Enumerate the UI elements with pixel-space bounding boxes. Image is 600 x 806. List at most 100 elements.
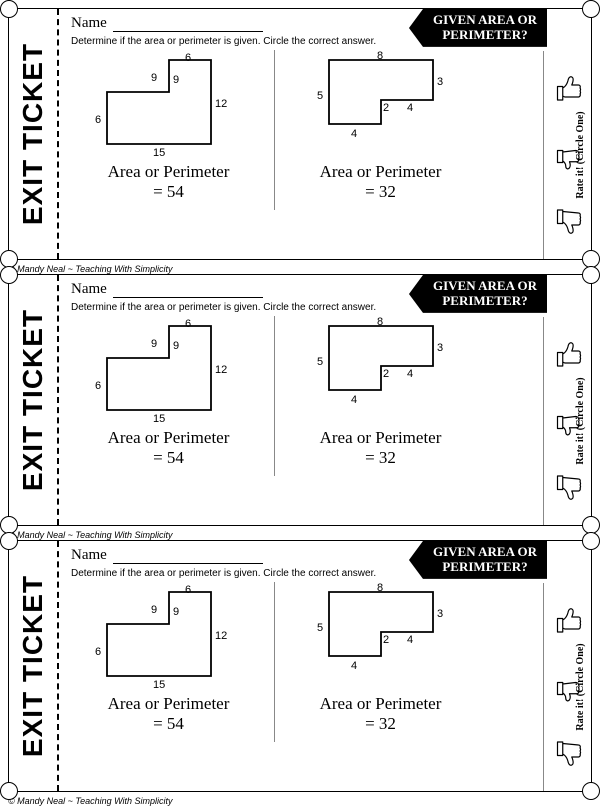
dim-label: 3 bbox=[437, 76, 443, 88]
shape-container: 69912615 bbox=[71, 316, 266, 426]
rate-label: Rate it! (Circle One) bbox=[575, 111, 586, 198]
dim-label: 6 bbox=[185, 584, 191, 596]
thumbs-down-icon[interactable] bbox=[553, 468, 583, 508]
problem-2: 835244 Area or Perimeter = 32 bbox=[283, 50, 478, 210]
answer-text[interactable]: Area or Perimeter = 32 bbox=[283, 162, 478, 203]
name-input-line[interactable] bbox=[113, 284, 263, 298]
dim-label: 9 bbox=[151, 338, 157, 350]
banner-line: GIVEN AREA OR bbox=[433, 545, 537, 560]
rate-label: Rate it! (Circle One) bbox=[575, 377, 586, 464]
dim-label: 4 bbox=[407, 368, 413, 380]
banner-line: PERIMETER? bbox=[433, 28, 537, 43]
dim-label: 6 bbox=[95, 646, 101, 658]
dim-label: 9 bbox=[173, 74, 179, 86]
ticket-main: GIVEN AREA OR PERIMETER? Name Determine … bbox=[59, 275, 591, 525]
shape-container: 69912615 bbox=[71, 50, 266, 160]
dim-label: 5 bbox=[317, 622, 323, 634]
answer-line: Area or Perimeter bbox=[283, 694, 478, 714]
name-input-line[interactable] bbox=[113, 550, 263, 564]
ticket-main: GIVEN AREA OR PERIMETER? Name Determine … bbox=[59, 541, 591, 791]
ticket-main: GIVEN AREA OR PERIMETER? Name Determine … bbox=[59, 9, 591, 259]
problem-divider bbox=[274, 582, 275, 742]
dim-label: 5 bbox=[317, 356, 323, 368]
problem-2: 835244 Area or Perimeter = 32 bbox=[283, 582, 478, 742]
problem-divider bbox=[274, 50, 275, 210]
shape-container: 8 3 5 2 4 4 bbox=[283, 316, 478, 426]
dim-label: 9 bbox=[151, 72, 157, 84]
thumbs-up-icon[interactable] bbox=[553, 334, 583, 374]
answer-line: Area or Perimeter bbox=[71, 694, 266, 714]
stub-title: EXIT TICKET bbox=[17, 43, 49, 225]
copyright: © Mandy Neal ~ Teaching With Simplicity bbox=[8, 796, 592, 806]
problems-row: 69912615 Area or Perimeter = 54 835244 A… bbox=[71, 316, 591, 476]
dim-label: 15 bbox=[153, 679, 165, 691]
exit-ticket: EXIT TICKET GIVEN AREA OR PERIMETER? Nam… bbox=[8, 540, 592, 792]
exit-ticket: EXIT TICKET GIVEN AREA OR PERIMETER? Nam… bbox=[8, 8, 592, 260]
problem-1: 69912615 Area or Perimeter = 54 bbox=[71, 316, 266, 476]
thumbs-down-icon[interactable] bbox=[553, 202, 583, 242]
dim-label: 3 bbox=[437, 342, 443, 354]
dim-label: 4 bbox=[351, 394, 357, 406]
dim-label: 5 bbox=[317, 90, 323, 102]
dim-label: 9 bbox=[173, 340, 179, 352]
dim-label: 6 bbox=[95, 114, 101, 126]
answer-line: Area or Perimeter bbox=[71, 428, 266, 448]
thumbs-down-icon[interactable] bbox=[553, 734, 583, 774]
dim-label: 2 bbox=[383, 634, 389, 646]
problem-1: 69912615 Area or Perimeter = 54 bbox=[71, 50, 266, 210]
problem-1: 69912615 Area or Perimeter = 54 bbox=[71, 582, 266, 742]
instructions: Determine if the area or perimeter is gi… bbox=[71, 302, 411, 314]
dim-label: 4 bbox=[351, 660, 357, 672]
answer-line: = 54 bbox=[71, 448, 266, 468]
dim-label: 3 bbox=[437, 608, 443, 620]
rate-column: Rate it! (Circle One) bbox=[543, 51, 591, 259]
answer-line: Area or Perimeter bbox=[283, 162, 478, 182]
dim-label: 12 bbox=[215, 364, 227, 376]
dim-label: 9 bbox=[151, 604, 157, 616]
answer-line: Area or Perimeter bbox=[283, 428, 478, 448]
name-label: Name bbox=[71, 547, 107, 564]
shape-container: 835244 bbox=[283, 50, 478, 160]
dim-label: 12 bbox=[215, 630, 227, 642]
problem-divider bbox=[274, 316, 275, 476]
answer-text[interactable]: Area or Perimeter = 54 bbox=[71, 162, 266, 203]
problems-row: 69912615 Area or Perimeter = 54 835244 A… bbox=[71, 582, 591, 742]
thumbs-up-icon[interactable] bbox=[553, 68, 583, 108]
rate-column: Rate it! (Circle One) bbox=[543, 317, 591, 525]
banner-line: GIVEN AREA OR bbox=[433, 13, 537, 28]
name-input-line[interactable] bbox=[113, 18, 263, 32]
dim-label: 8 bbox=[377, 582, 383, 594]
answer-line: = 54 bbox=[71, 714, 266, 734]
ticket-stub: EXIT TICKET bbox=[9, 541, 59, 791]
ticket-stub: EXIT TICKET bbox=[9, 9, 59, 259]
answer-text[interactable]: Area or Perimeter = 32 bbox=[283, 694, 478, 735]
dim-label: 2 bbox=[383, 102, 389, 114]
problem-2: 8 3 5 2 4 4 Area or Perimeter = 32 bbox=[283, 316, 478, 476]
shape-container: 69912615 bbox=[71, 582, 266, 692]
answer-text[interactable]: Area or Perimeter = 54 bbox=[71, 428, 266, 469]
answer-line: = 32 bbox=[283, 182, 478, 202]
banner-line: PERIMETER? bbox=[433, 560, 537, 575]
problems-row: 69912615 Area or Perimeter = 54 835244 A… bbox=[71, 50, 591, 210]
shape-container: 835244 bbox=[283, 582, 478, 692]
banner-line: PERIMETER? bbox=[433, 294, 537, 309]
instructions: Determine if the area or perimeter is gi… bbox=[71, 568, 411, 580]
title-banner: GIVEN AREA OR PERIMETER? bbox=[409, 541, 547, 579]
thumbs-up-icon[interactable] bbox=[553, 600, 583, 640]
dim-label: 8 bbox=[377, 316, 383, 328]
stub-title: EXIT TICKET bbox=[17, 575, 49, 757]
dim-label: 8 bbox=[377, 50, 383, 62]
dim-label: 2 bbox=[383, 368, 389, 380]
rate-label: Rate it! (Circle One) bbox=[575, 643, 586, 730]
answer-text[interactable]: Area or Perimeter = 54 bbox=[71, 694, 266, 735]
title-banner: GIVEN AREA OR PERIMETER? bbox=[409, 9, 547, 47]
ticket-stub: EXIT TICKET bbox=[9, 275, 59, 525]
title-banner: GIVEN AREA OR PERIMETER? bbox=[409, 275, 547, 313]
answer-text[interactable]: Area or Perimeter = 32 bbox=[283, 428, 478, 469]
dim-label: 6 bbox=[95, 380, 101, 392]
answer-line: = 32 bbox=[283, 714, 478, 734]
dim-label: 4 bbox=[351, 128, 357, 140]
dim-label: 12 bbox=[215, 98, 227, 110]
answer-line: = 54 bbox=[71, 182, 266, 202]
stub-title: EXIT TICKET bbox=[17, 309, 49, 491]
